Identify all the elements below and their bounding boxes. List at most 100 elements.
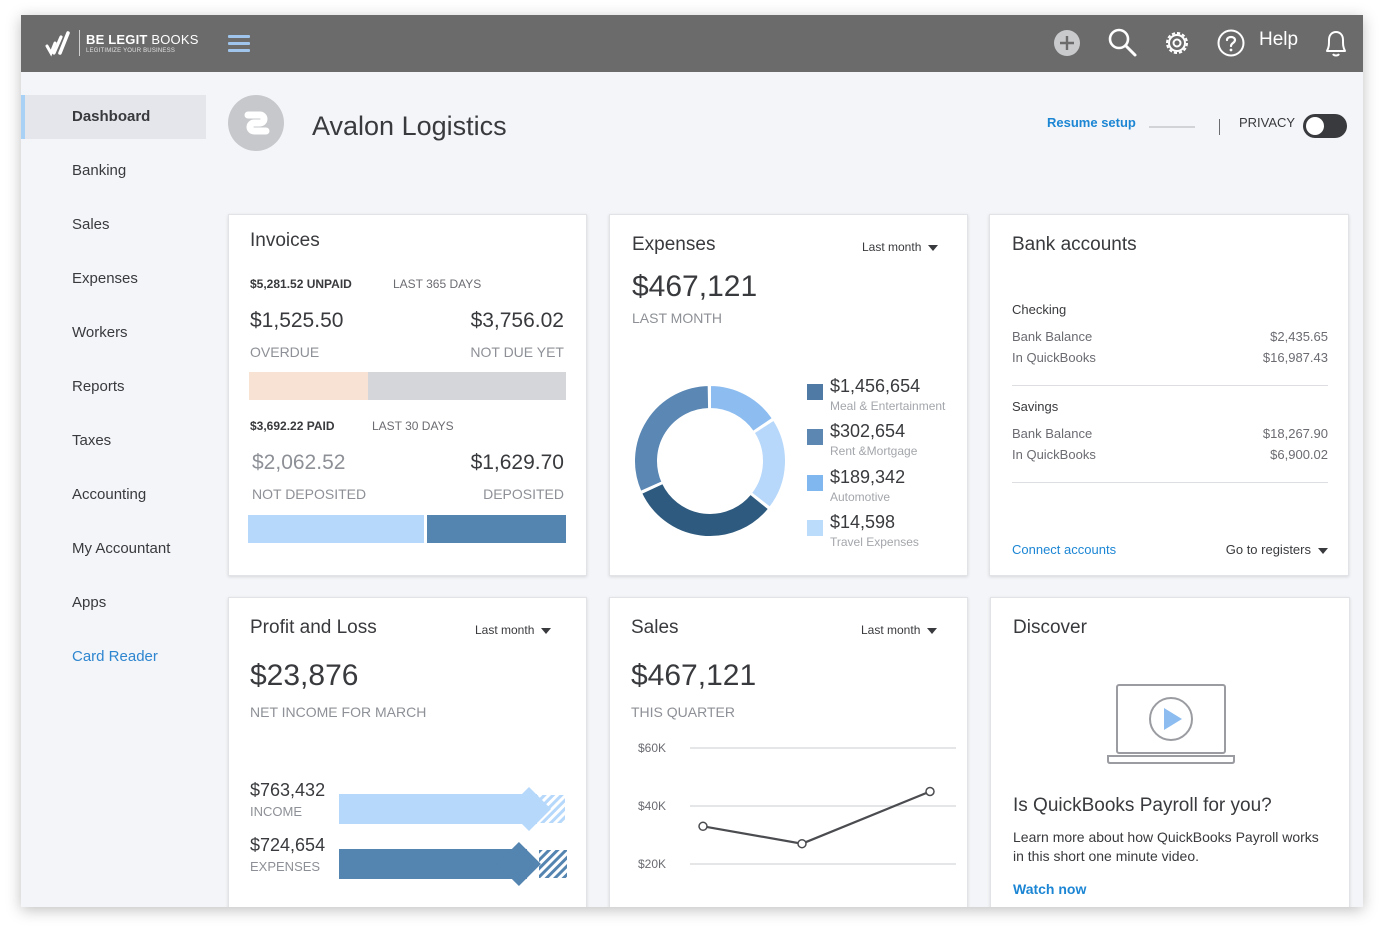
checking-account-name[interactable]: Checking: [1012, 302, 1067, 317]
profit-loss-period-label: Last month: [475, 623, 535, 637]
invoices-deposited-value: $1,629.70: [470, 451, 564, 474]
discover-card: Discover Is QuickBooks Payroll for you? …: [990, 597, 1350, 907]
legend-label-rent: Rent &Mortgage: [830, 444, 918, 458]
setup-progress-track: [1149, 126, 1195, 128]
savings-account-name[interactable]: Savings: [1012, 399, 1059, 414]
sidebar-item-expenses[interactable]: Expenses: [72, 270, 138, 287]
sales-tick-labels: $60K $40K $20K: [638, 741, 666, 871]
savings-bank-label: Bank Balance: [1012, 426, 1093, 441]
help-label[interactable]: Help: [1259, 29, 1299, 50]
expenses-period-select[interactable]: Last month: [862, 240, 939, 254]
not-due-bar[interactable]: [368, 372, 566, 400]
overdue-bar[interactable]: [249, 372, 368, 400]
invoices-card: Invoices $5,281.52 UNPAID LAST 365 DAYS …: [228, 214, 587, 576]
invoices-unpaid-period: LAST 365 DAYS: [393, 277, 482, 291]
donut-slice-meal-entertainment[interactable]: [633, 383, 711, 494]
profit-loss-bars[interactable]: [337, 780, 569, 890]
search-icon[interactable]: [1106, 26, 1138, 58]
expenses-arrow: [496, 842, 541, 886]
chevron-down-icon: [1318, 547, 1328, 554]
bank-divider: [1012, 385, 1328, 386]
plus-circle-icon[interactable]: [1052, 28, 1082, 58]
invoices-overdue-label: OVERDUE: [250, 344, 320, 360]
sidebar-item-taxes[interactable]: Taxes: [72, 432, 112, 449]
invoices-not-deposited-label: NOT DEPOSITED: [252, 486, 367, 502]
sales-point-1[interactable]: [698, 821, 708, 832]
donut-slice-travel-expenses[interactable]: [709, 383, 775, 434]
sales-points: [698, 786, 935, 849]
expenses-bar: [339, 849, 527, 879]
watch-now-link[interactable]: Watch now: [1013, 881, 1087, 897]
sidebar-item-my-accountant[interactable]: My Accountant: [72, 540, 171, 557]
header-divider: [1219, 119, 1220, 135]
bank-divider: [1012, 482, 1328, 483]
sales-point-2[interactable]: [797, 838, 807, 849]
go-to-registers-label: Go to registers: [1225, 542, 1311, 557]
invoices-paid-amount: $3,692.22 PAID: [250, 419, 335, 433]
sidebar-item-accounting[interactable]: Accounting: [72, 486, 147, 503]
bell-icon[interactable]: [1321, 27, 1351, 59]
invoices-not-deposited-value: $2,062.52: [252, 451, 346, 474]
company-name: Avalon Logistics: [312, 111, 507, 141]
resume-setup-link[interactable]: Resume setup: [1047, 115, 1136, 130]
sales-grid: [690, 747, 956, 865]
checking-qb-value: $16,987.43: [1262, 350, 1328, 365]
profit-loss-period-select[interactable]: Last month: [475, 623, 552, 637]
go-to-registers-select[interactable]: Go to registers: [1226, 542, 1328, 557]
savings-qb-value: $6,900.02: [1270, 447, 1328, 462]
sales-series-line: [702, 790, 931, 845]
legend-swatch-meal: [807, 384, 823, 400]
sidebar-item-banking[interactable]: Banking: [72, 162, 127, 179]
expenses-donut-chart[interactable]: [630, 381, 790, 541]
menu-icon[interactable]: [228, 35, 250, 53]
not-deposited-bar[interactable]: [248, 515, 424, 543]
brand-name-light: BOOKS: [151, 32, 199, 47]
expenses-pl-label: EXPENSES: [250, 859, 321, 874]
sidebar-item-workers[interactable]: Workers: [72, 324, 128, 341]
privacy-toggle[interactable]: [1303, 114, 1347, 138]
company-logo-icon: [244, 111, 270, 135]
sales-period-select[interactable]: Last month: [861, 623, 938, 637]
discover-body: Learn more about how QuickBooks Payroll …: [1013, 829, 1319, 864]
chevron-down-icon: [927, 627, 938, 634]
invoices-title: Invoices: [250, 230, 320, 251]
donut-slice-rent-mortgage[interactable]: [639, 481, 771, 538]
income-value: $763,432: [250, 780, 326, 800]
legend-swatch-travel: [807, 520, 823, 536]
sidebar-item-card-reader[interactable]: Card Reader: [72, 648, 158, 665]
legend-value-automotive: $189,342: [830, 467, 906, 487]
video-laptop-icon[interactable]: [1105, 682, 1237, 768]
help-circle-icon[interactable]: [1216, 28, 1246, 58]
brand-text: BE LEGIT BOOKS LEGITIMIZE YOUR BUSINESS: [86, 32, 199, 54]
gear-icon[interactable]: [1162, 28, 1192, 58]
profit-loss-card: Profit and Loss Last month $23,876 NET I…: [228, 597, 587, 907]
company-avatar[interactable]: [228, 95, 284, 151]
invoices-deposited-label: DEPOSITED: [483, 486, 564, 502]
legend-swatch-rent: [807, 429, 823, 445]
logo-separator: [79, 30, 80, 56]
legend-value-rent: $302,654: [830, 421, 906, 441]
invoices-not-due-label: NOT DUE YET: [470, 344, 564, 360]
brand-logo[interactable]: BE LEGIT BOOKS LEGITIMIZE YOUR BUSINESS: [45, 29, 199, 57]
expenses-title: Expenses: [632, 234, 716, 255]
sales-tick-label: $40K: [638, 799, 666, 813]
sidebar-item-reports[interactable]: Reports: [72, 378, 125, 395]
sales-line-chart[interactable]: $60K $40K $20K: [624, 734, 964, 884]
income-bar: [339, 794, 537, 824]
deposited-bar[interactable]: [427, 515, 566, 543]
chevron-down-icon: [928, 244, 939, 251]
donut-slice-automotive[interactable]: [749, 418, 787, 510]
sidebar-item-dashboard[interactable]: Dashboard: [21, 95, 206, 139]
sales-point-3[interactable]: [925, 786, 935, 797]
income-bar-group: [339, 787, 565, 831]
sidebar-item-sales[interactable]: Sales: [72, 216, 110, 233]
sidebar-item-apps[interactable]: Apps: [72, 594, 107, 611]
bank-accounts-card: Bank accounts Checking Bank Balance $2,4…: [989, 214, 1349, 576]
sales-period-label: Last month: [861, 623, 921, 637]
bank-accounts-title: Bank accounts: [1012, 234, 1137, 255]
invoices-unpaid-amount: $5,281.52 UNPAID: [250, 277, 352, 291]
invoices-overdue-value: $1,525.50: [250, 309, 344, 332]
connect-accounts-link[interactable]: Connect accounts: [1012, 542, 1117, 557]
discover-heading: Is QuickBooks Payroll for you?: [1013, 795, 1272, 816]
brand-name-bold: BE LEGIT: [86, 32, 148, 47]
